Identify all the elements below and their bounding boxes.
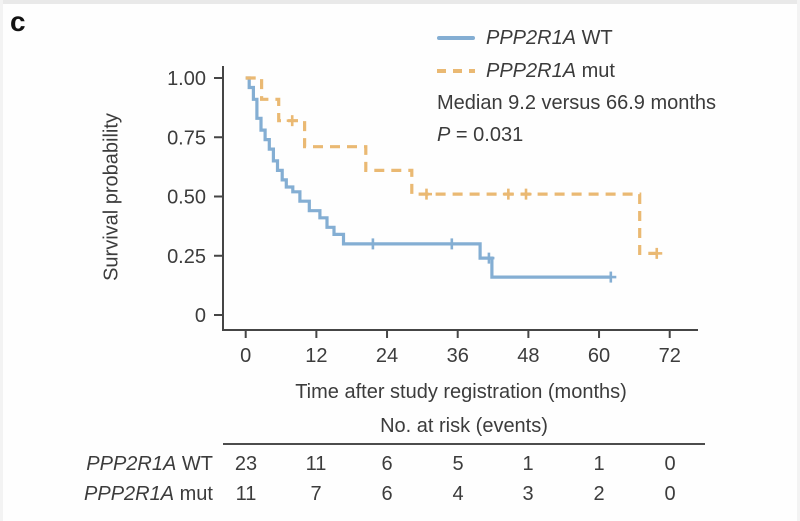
screen-edge-top	[0, 0, 800, 4]
panel-label: c	[10, 6, 26, 37]
risk-count: 0	[664, 453, 676, 475]
p-label: P	[437, 124, 451, 146]
x-tick-label: 12	[305, 345, 327, 367]
risk-table-rule	[223, 443, 705, 445]
risk-count: 0	[664, 483, 676, 505]
legend-label-mut: PPP2R1A mut	[486, 55, 615, 87]
x-tick-label: 48	[517, 345, 539, 367]
legend-item-mut: PPP2R1A mut	[437, 54, 716, 87]
legend-item-wt: PPP2R1A WT	[437, 21, 716, 54]
x-tick-label: 0	[240, 345, 251, 367]
survival-curve-mut	[245, 76, 657, 255]
risk-table-row-wt: PPP2R1A WT 23 11 6 5 1 1 0	[0, 453, 800, 477]
gene-name: PPP2R1A	[486, 26, 577, 49]
y-axis-title: Survival probability	[100, 113, 123, 281]
x-tick-label: 72	[659, 345, 681, 367]
risk-row-label: PPP2R1A WT	[86, 453, 213, 476]
p-value-annotation: P = 0.031	[437, 119, 716, 151]
risk-count: 11	[235, 483, 257, 505]
gene-name: PPP2R1A	[84, 483, 175, 505]
y-tick-label: 0.75	[167, 127, 206, 149]
y-tick-label: 0	[195, 305, 206, 327]
risk-row-label: PPP2R1A mut	[84, 483, 213, 506]
km-plot: 1.00 0.75 0.50 0.25 0 0 12 24 36 48 60 72	[167, 66, 698, 367]
survival-curve-wt	[245, 76, 611, 279]
risk-count: 5	[452, 453, 464, 475]
gene-suffix: mut	[576, 59, 615, 82]
risk-count: 6	[381, 483, 393, 505]
y-tick-label: 0.50	[167, 187, 206, 209]
risk-count: 1	[522, 453, 534, 475]
dashed-line-swatch-icon	[437, 68, 475, 73]
x-tick-label: 36	[447, 345, 469, 367]
risk-count: 7	[310, 483, 322, 505]
risk-count: 11	[305, 453, 327, 475]
risk-count: 1	[593, 453, 605, 475]
x-tick-label: 24	[376, 345, 398, 367]
solid-line-swatch-icon	[437, 35, 475, 40]
legend: PPP2R1A WT PPP2R1A mut Median 9.2 versus…	[437, 21, 716, 151]
risk-table-row-mut: PPP2R1A mut 11 7 6 4 3 2 0	[0, 483, 800, 507]
risk-count: 4	[452, 483, 464, 505]
risk-count: 6	[381, 453, 393, 475]
gene-name: PPP2R1A	[486, 59, 577, 82]
gene-suffix: mut	[174, 483, 213, 505]
p-value: = 0.031	[450, 124, 524, 146]
x-axis-title: Time after study registration (months)	[295, 381, 627, 403]
legend-label-wt: PPP2R1A WT	[486, 22, 613, 54]
screen-edge-right	[797, 0, 800, 521]
y-tick-label: 0.25	[167, 246, 206, 268]
risk-table-title: No. at risk (events)	[380, 415, 548, 437]
risk-count: 23	[234, 453, 258, 475]
risk-count: 3	[522, 483, 534, 505]
gene-suffix: WT	[576, 26, 613, 49]
gene-suffix: WT	[176, 453, 213, 475]
median-annotation: Median 9.2 versus 66.9 months	[437, 92, 717, 114]
y-tick-label: 1.00	[167, 68, 206, 90]
risk-count: 2	[593, 483, 605, 505]
screen-edge-left	[0, 0, 3, 521]
gene-name: PPP2R1A	[86, 453, 177, 475]
x-tick-label: 60	[588, 345, 610, 367]
